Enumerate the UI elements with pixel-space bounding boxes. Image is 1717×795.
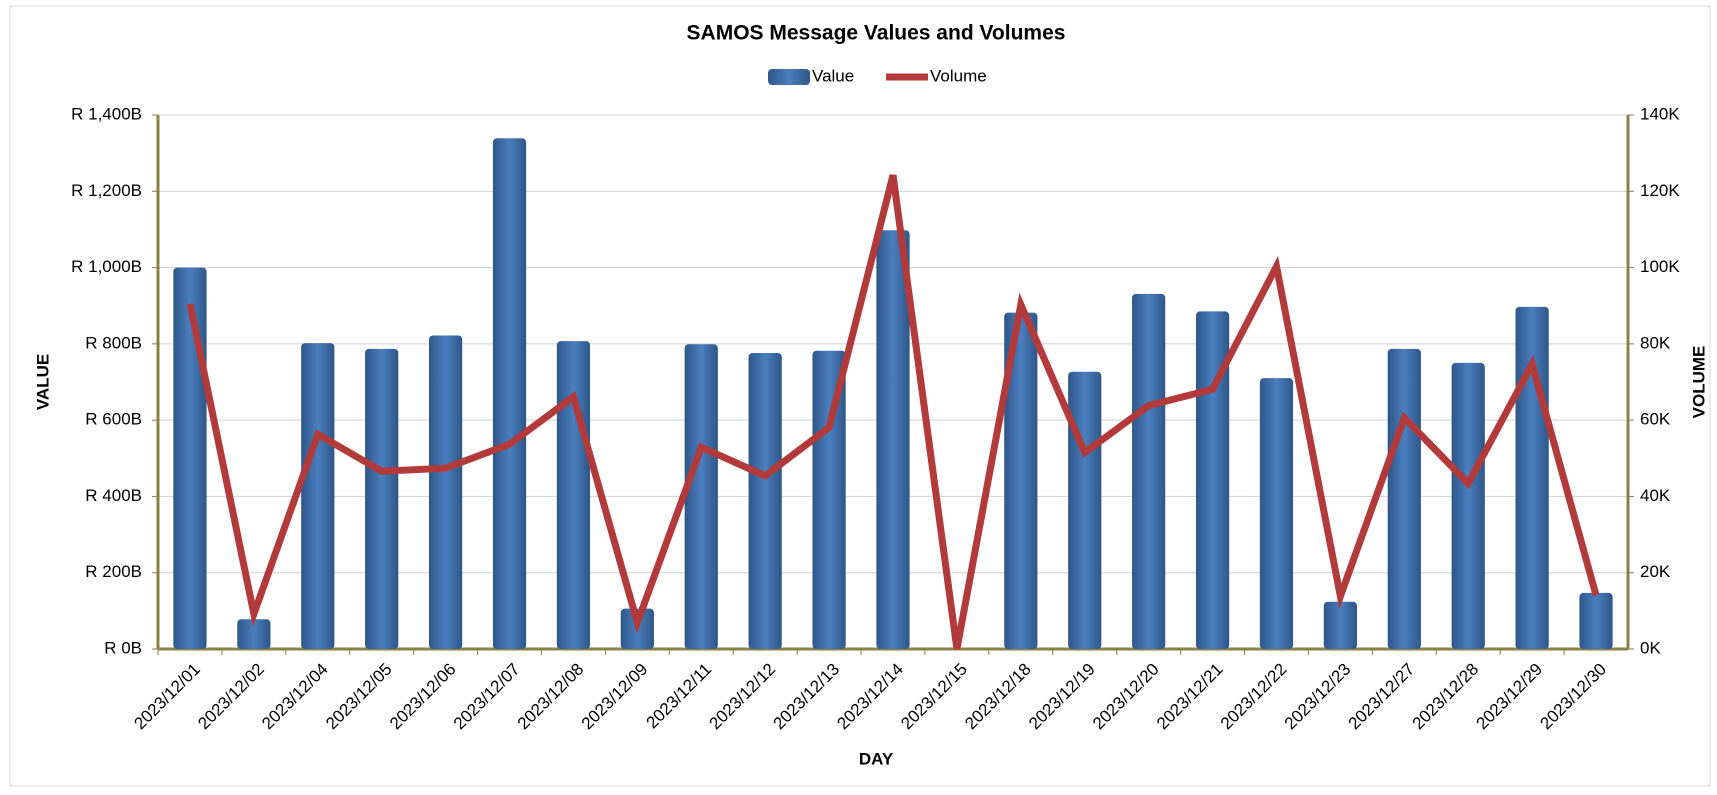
legend-label: Volume (930, 66, 987, 85)
bar (237, 619, 271, 649)
x-tick-label: 2023/12/07 (450, 660, 524, 734)
bar (876, 230, 910, 650)
x-tick-label: 2023/12/21 (1153, 660, 1227, 734)
bar (1323, 601, 1358, 649)
x-tick-label: 2023/12/30 (1536, 660, 1610, 734)
x-tick-label: 2023/12/23 (1281, 660, 1355, 734)
bar (301, 343, 335, 649)
x-tick-label: 2023/12/13 (769, 660, 843, 734)
y2-tick-label: 120K (1640, 181, 1680, 200)
x-tick-label: 2023/12/01 (130, 660, 204, 734)
x-tick-label: 2023/12/19 (1025, 660, 1099, 734)
chart-title: SAMOS Message Values and Volumes (687, 22, 1066, 45)
line (186, 174, 1600, 650)
x-tick-label: 2023/12/29 (1473, 660, 1547, 734)
y2-tick-label: 40K (1640, 486, 1671, 505)
bar (1451, 362, 1485, 649)
bar (1132, 293, 1166, 649)
bar (1259, 378, 1294, 649)
x-tick-label: 2023/12/12 (706, 660, 780, 734)
y2-tick-label: 80K (1640, 333, 1671, 352)
x-tick-label: 2023/12/15 (897, 660, 971, 734)
y-tick-label: R 1,400B (71, 104, 142, 123)
y-tick-label: R 1,200B (71, 181, 142, 200)
x-tick-label: 2023/12/27 (1345, 660, 1419, 734)
bar (684, 344, 718, 649)
legend-label: Value (812, 66, 854, 85)
bar (556, 341, 591, 649)
y2-tick-label: 0K (1640, 638, 1661, 657)
chart-frame (9, 5, 1711, 787)
y2-tick-label: 140K (1640, 104, 1680, 123)
x-tick-label: 2023/12/05 (322, 660, 396, 734)
bar (173, 267, 207, 649)
x-tick-label: 2023/12/28 (1409, 660, 1483, 734)
x-tick-label: 2023/12/02 (194, 660, 268, 734)
x-axis-label: DAY (859, 749, 894, 768)
bar (365, 348, 399, 649)
bar (1387, 348, 1421, 649)
x-tick-label: 2023/12/18 (961, 660, 1035, 734)
x-tick-label: 2023/12/20 (1089, 660, 1163, 734)
y-tick-label: R 800B (85, 333, 142, 352)
y2-tick-label: 20K (1640, 562, 1671, 581)
legend-swatch (768, 69, 810, 85)
y-tick-label: R 0B (104, 638, 142, 657)
y-tick-label: R 400B (85, 486, 142, 505)
bar (1579, 592, 1613, 649)
bar (748, 353, 782, 649)
y2-tick-label: 100K (1640, 257, 1680, 276)
y2-tick-label: 60K (1640, 410, 1671, 429)
bar (492, 138, 527, 649)
bar (1004, 312, 1038, 649)
bar (1068, 371, 1102, 649)
x-tick-label: 2023/12/06 (386, 660, 460, 734)
y-tick-label: R 1,000B (71, 257, 142, 276)
y-tick-label: R 600B (85, 410, 142, 429)
x-tick-label: 2023/12/04 (258, 660, 332, 734)
bar (1195, 311, 1230, 649)
x-tick-label: 2023/12/14 (833, 660, 907, 734)
bar (812, 350, 846, 649)
x-tick-label: 2023/12/11 (643, 660, 716, 733)
y-tick-label: R 200B (85, 562, 142, 581)
x-tick-label: 2023/12/08 (514, 660, 588, 734)
y-axis-label: VALUE (33, 354, 52, 410)
x-tick-label: 2023/12/22 (1217, 660, 1291, 734)
y2-axis-label: VOLUME (1689, 346, 1708, 419)
bar (428, 335, 463, 649)
x-tick-label: 2023/12/09 (578, 660, 652, 734)
